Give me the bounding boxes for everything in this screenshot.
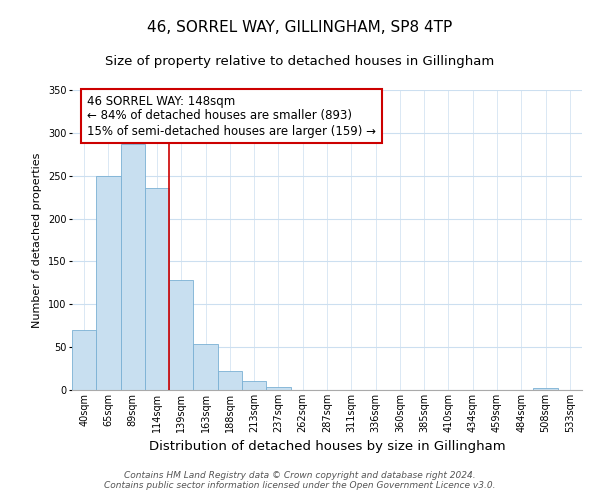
Bar [72,330,96,390]
Text: Size of property relative to detached houses in Gillingham: Size of property relative to detached ho… [106,55,494,68]
Text: 46 SORREL WAY: 148sqm
← 84% of detached houses are smaller (893)
15% of semi-det: 46 SORREL WAY: 148sqm ← 84% of detached … [88,94,376,138]
Bar [266,386,290,390]
Bar [121,144,145,390]
X-axis label: Distribution of detached houses by size in Gillingham: Distribution of detached houses by size … [149,440,505,454]
Text: Contains HM Land Registry data © Crown copyright and database right 2024.
Contai: Contains HM Land Registry data © Crown c… [104,470,496,490]
Bar [242,380,266,390]
Bar [193,344,218,390]
Bar [218,371,242,390]
Y-axis label: Number of detached properties: Number of detached properties [32,152,42,328]
Bar [533,388,558,390]
Bar [169,280,193,390]
Text: 46, SORREL WAY, GILLINGHAM, SP8 4TP: 46, SORREL WAY, GILLINGHAM, SP8 4TP [148,20,452,35]
Bar [145,188,169,390]
Bar [96,176,121,390]
